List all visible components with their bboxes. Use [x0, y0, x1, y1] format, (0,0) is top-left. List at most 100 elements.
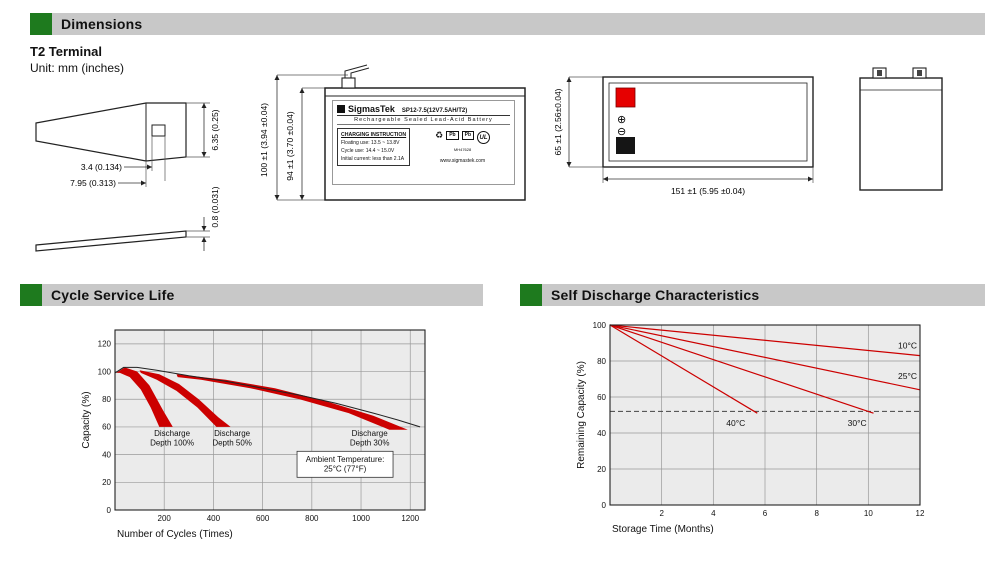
- terminal-tab-bend: [344, 64, 368, 78]
- x-tick-label: 6: [763, 509, 768, 518]
- x-tick-label: 400: [207, 514, 221, 523]
- annotation-text: Discharge: [352, 429, 389, 438]
- self-discharge-chart: 10°C 25°C 30°C 40°C 0 20 40 60 80 100 2 4 6 8 10 12 Stor…: [576, 321, 925, 535]
- case-height-dimension: 94 ±1 (3.70 ±0.04): [285, 111, 295, 181]
- annotation-box: [296, 450, 394, 478]
- tab-width-dimension: 7.95 (0.313): [70, 178, 116, 188]
- label-header: SigmasTek SP12-7.5(12V7.5AH/T2): [337, 104, 510, 116]
- self-discharge-section-header: Self Discharge Characteristics: [520, 284, 985, 306]
- y-tick-label: 40: [102, 450, 111, 459]
- x-tick-label: 1000: [352, 514, 370, 523]
- annotation-text: Depth 100%: [150, 438, 194, 447]
- product-type-text: Rechargeable Sealed Lead-Acid Battery: [337, 116, 510, 125]
- brand-name: SigmasTek: [348, 104, 395, 114]
- arrowhead: [566, 77, 572, 82]
- arrowhead: [299, 88, 305, 93]
- cycle-section-title: Cycle Service Life: [51, 287, 175, 303]
- y-axis-title: Remaining Capacity (%): [576, 361, 587, 469]
- charging-line-3: Initial current: less than 2.1A: [341, 155, 405, 162]
- side-view-outline: [859, 77, 943, 191]
- series-line: [609, 324, 921, 357]
- x-tick-label: 600: [256, 514, 270, 523]
- arrowhead: [566, 162, 572, 167]
- discharge-depth-band: [116, 367, 173, 427]
- recycle-icon: ♻: [435, 130, 444, 140]
- battery-terminal: [341, 77, 356, 89]
- y-tick-label: 100: [98, 367, 112, 376]
- length-dimension: 151 ±1 (5.95 ±0.04): [671, 186, 745, 196]
- y-tick-label: 0: [107, 506, 112, 515]
- arrowhead: [603, 176, 608, 182]
- x-axis-title: Number of Cycles (Times): [117, 529, 233, 540]
- dimensions-section-header: Dimensions: [30, 13, 985, 35]
- self-discharge-section-title: Self Discharge Characteristics: [551, 287, 760, 303]
- negative-terminal: [616, 137, 635, 154]
- x-tick-label: 4: [711, 509, 716, 518]
- top-view-outline: [602, 76, 814, 168]
- y-axis-title: Capacity (%): [81, 391, 92, 448]
- charging-instruction-heading: CHARGING INSTRUCTION: [341, 132, 407, 138]
- y-tick-label: 40: [597, 429, 606, 438]
- annotation-text: Depth 50%: [212, 438, 252, 447]
- y-tick-label: 80: [102, 395, 111, 404]
- sigmastek-logo-icon: [337, 105, 345, 113]
- annotation-text: Discharge: [214, 429, 251, 438]
- x-tick-label: 8: [814, 509, 819, 518]
- series-label: 40°C: [726, 418, 745, 428]
- arrowhead: [201, 237, 207, 242]
- battery-front-view: 100 ±1 (3.94 ±0.04) 94 ±1 (3.70 ±0.04) S…: [250, 58, 545, 225]
- y-tick-label: 20: [597, 465, 606, 474]
- ul-icon: UL: [477, 131, 490, 144]
- annotation-text: 25°C (77°F): [324, 465, 367, 474]
- label-body: CHARGING INSTRUCTION Floating use: 13.5 …: [337, 128, 510, 167]
- width-dimension: 65 ±1 (2.56±0.04): [553, 88, 563, 155]
- arrowhead: [274, 195, 280, 200]
- annotation-text: Ambient Temperature:: [306, 455, 385, 464]
- x-tick-label: 12: [916, 509, 925, 518]
- x-tick-label: 10: [864, 509, 873, 518]
- pb-icon: Pb: [446, 131, 459, 140]
- hole-width-dimension: 3.4 (0.134): [81, 162, 122, 172]
- thickness-dimension: 0.8 (0.031): [210, 186, 220, 227]
- terminal-thickness-strip: [35, 230, 187, 252]
- x-tick-label: 1200: [401, 514, 419, 523]
- terminal-tab-bend: [350, 67, 370, 78]
- arrowhead: [147, 164, 152, 170]
- positive-terminal: [615, 87, 636, 108]
- discharge-depth-band: [176, 374, 408, 430]
- charging-instruction-box: CHARGING INSTRUCTION Floating use: 13.5 …: [337, 128, 411, 167]
- x-tick-label: 800: [305, 514, 319, 523]
- battery-product-label: SigmasTek SP12-7.5(12V7.5AH/T2) Recharge…: [332, 100, 515, 185]
- website-text: www.sigmastek.com: [439, 158, 486, 165]
- charging-line-2: Cycle use: 14.4 ~ 15.0V: [341, 147, 395, 154]
- arrowhead: [141, 180, 146, 186]
- y-tick-label: 120: [98, 340, 112, 349]
- battery-side-view: [859, 67, 943, 191]
- unit-note: Unit: mm (inches): [30, 61, 125, 75]
- series-label: 30°C: [848, 418, 867, 428]
- annotation-text: Discharge: [154, 429, 191, 438]
- x-tick-label: 2: [659, 509, 664, 518]
- pb-icon: Pb: [461, 131, 474, 140]
- y-tick-label: 60: [102, 423, 111, 432]
- discharge-depth-band: [139, 370, 231, 427]
- tab-height-dimension: 6.35 (0.25): [210, 109, 220, 150]
- charging-line-1: Floating use: 13.5 ~ 13.8V: [341, 140, 400, 147]
- ul-file-number: MH47628: [453, 147, 472, 153]
- model-number: SP12-7.5(12V7.5AH/T2): [401, 108, 468, 114]
- arrowhead: [201, 103, 207, 108]
- compliance-icons: ♻ Pb Pb UL MH47628 www.sigmastek.com: [415, 128, 510, 166]
- series-line: [609, 324, 921, 391]
- y-tick-label: 0: [602, 501, 607, 510]
- terminal-detail-drawing: 3.4 (0.134) 7.95 (0.313) 6.35 (0.25) 0.8…: [35, 102, 220, 252]
- top-view-inner-rim: [608, 82, 808, 162]
- terminal-type-heading: T2 Terminal: [30, 44, 103, 59]
- arrowhead: [201, 152, 207, 157]
- series-line: [609, 324, 874, 414]
- x-axis-title: Storage Time (Months): [612, 524, 714, 535]
- y-tick-label: 20: [102, 478, 111, 487]
- battery-top-view: 65 ±1 (2.56±0.04) ⊕ ⊖ 151 ±1 (5.95 ±0.04…: [553, 76, 814, 196]
- y-tick-label: 100: [593, 321, 607, 330]
- terminal-slot: [917, 70, 922, 76]
